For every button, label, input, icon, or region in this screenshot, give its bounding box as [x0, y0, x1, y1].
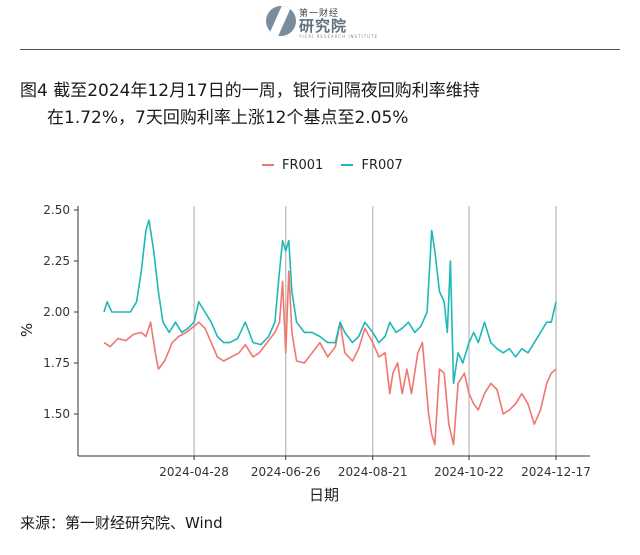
chart-labels: 2.50 2.25 2.00 1.75 1.50 2024-04-28 2024-06-26…: [18, 203, 591, 504]
header-rule: [20, 49, 620, 50]
series-line-fr007: [103, 219, 557, 385]
x-tick-label-4: 2024-12-17: [521, 465, 591, 479]
series-line-fr001: [103, 270, 557, 446]
x-tick-label-3: 2024-10-22: [434, 465, 504, 479]
legend-label-fr007: FR007: [361, 157, 403, 173]
legend-item-fr007: FR007: [341, 157, 403, 173]
x-tick-label-1: 2024-06-26: [251, 465, 321, 479]
legend-item-fr001: FR001: [262, 158, 323, 173]
y-tick-label-3: 1.75: [43, 356, 70, 370]
legend-swatch-fr001: [262, 164, 274, 166]
y-tick-label-1: 2.25: [43, 254, 70, 268]
logo-badge-icon: [266, 6, 296, 36]
figure-title: 图4 截至2024年12月17日的一周，银行间隔夜回购利率维持 在1.72%，7…: [20, 78, 480, 132]
x-tick-label-0: 2024-04-28: [159, 465, 229, 479]
y-tick-label-4: 1.50: [43, 407, 70, 421]
legend-swatch-fr007: [341, 164, 354, 166]
figure-title-line2: 在1.72%，7天回购利率上涨12个基点至2.05%: [47, 108, 409, 128]
logo-sub-text: YICAI RESEARCH INSTITUTE: [299, 34, 379, 39]
y-tick-label-2: 2.00: [43, 305, 70, 319]
logo-top-text: 第一财经: [299, 9, 340, 19]
source-note: 来源：第一财经研究院、Wind: [20, 514, 223, 532]
y-axis-title: %: [18, 323, 36, 337]
x-tick-label-2: 2024-08-21: [338, 465, 408, 479]
chart-axes: [74, 206, 590, 460]
y-tick-label-0: 2.50: [43, 203, 70, 217]
chart-legend: FR001 FR007: [262, 155, 417, 173]
logo-main-text: 研究院: [299, 17, 348, 35]
x-axis-title: 日期: [309, 486, 339, 504]
chart-series: [103, 219, 557, 446]
figure-title-line1: 图4 截至2024年12月17日的一周，银行间隔夜回购利率维持: [20, 81, 480, 101]
header-logo: 第一财经 研究院 YICAI RESEARCH INSTITUTE: [0, 0, 640, 48]
legend-label-fr001: FR001: [282, 157, 324, 173]
